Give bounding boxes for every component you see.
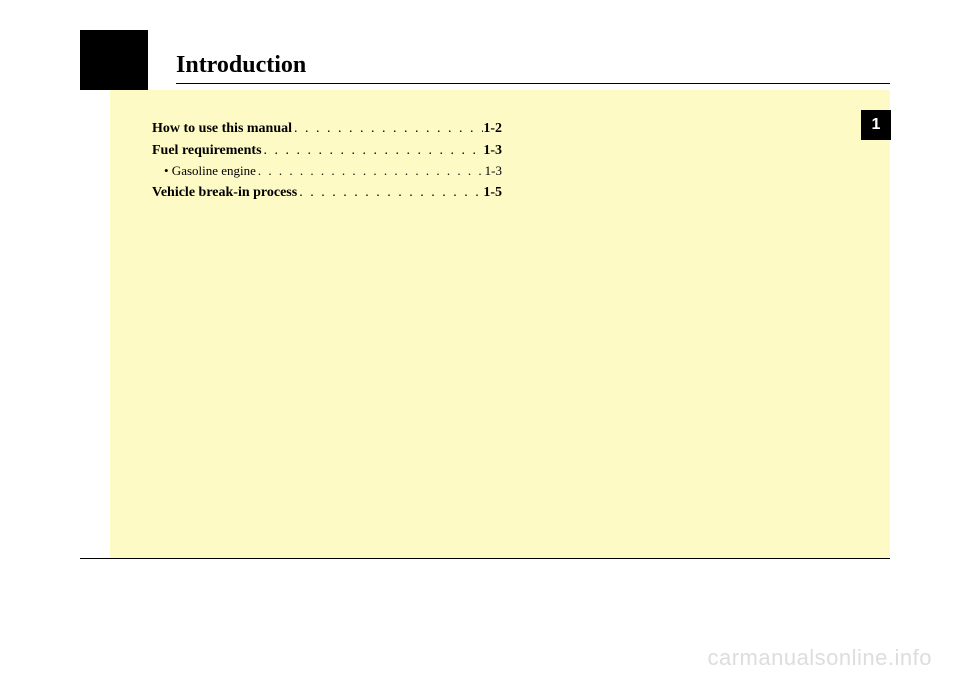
content-row: 1 How to use this manual . . . . . . . .… xyxy=(80,90,890,558)
toc-page: 1-3 xyxy=(483,140,502,162)
toc-dots: . . . . . . . . . . . . . . . . . . . . … xyxy=(262,140,484,162)
title-area: Introduction xyxy=(148,52,890,90)
header-row: Introduction xyxy=(80,30,890,90)
page-title: Introduction xyxy=(176,52,890,79)
toc-page: 1-5 xyxy=(483,182,502,204)
toc-label: Vehicle break-in process xyxy=(152,182,297,204)
toc-entry: Fuel requirements . . . . . . . . . . . … xyxy=(152,140,502,162)
page: Introduction 1 How to use this manual . … xyxy=(80,30,890,559)
section-tab: 1 xyxy=(861,110,891,140)
toc-label: How to use this manual xyxy=(152,118,292,140)
bottom-rule xyxy=(80,558,890,559)
toc-page: 1-3 xyxy=(485,161,502,181)
content-panel: 1 How to use this manual . . . . . . . .… xyxy=(110,90,890,558)
toc-subentry: • Gasoline engine . . . . . . . . . . . … xyxy=(152,161,502,181)
toc-dots: . . . . . . . . . . . . . . . . . . . . … xyxy=(256,161,485,181)
toc-label: Fuel requirements xyxy=(152,140,262,162)
header-black-box xyxy=(80,30,148,90)
toc-dots: . . . . . . . . . . . . . . . . . . . . … xyxy=(292,118,483,140)
toc-dots: . . . . . . . . . . . . . . . . . . . . … xyxy=(297,182,483,204)
toc-page: 1-2 xyxy=(483,118,502,140)
toc-entry: Vehicle break-in process . . . . . . . .… xyxy=(152,182,502,204)
toc-label: • Gasoline engine xyxy=(164,161,256,181)
title-rule xyxy=(176,83,890,84)
toc-list: How to use this manual . . . . . . . . .… xyxy=(152,118,862,203)
left-gutter xyxy=(80,90,110,558)
watermark: carmanualsonline.info xyxy=(707,645,932,671)
toc-entry: How to use this manual . . . . . . . . .… xyxy=(152,118,502,140)
